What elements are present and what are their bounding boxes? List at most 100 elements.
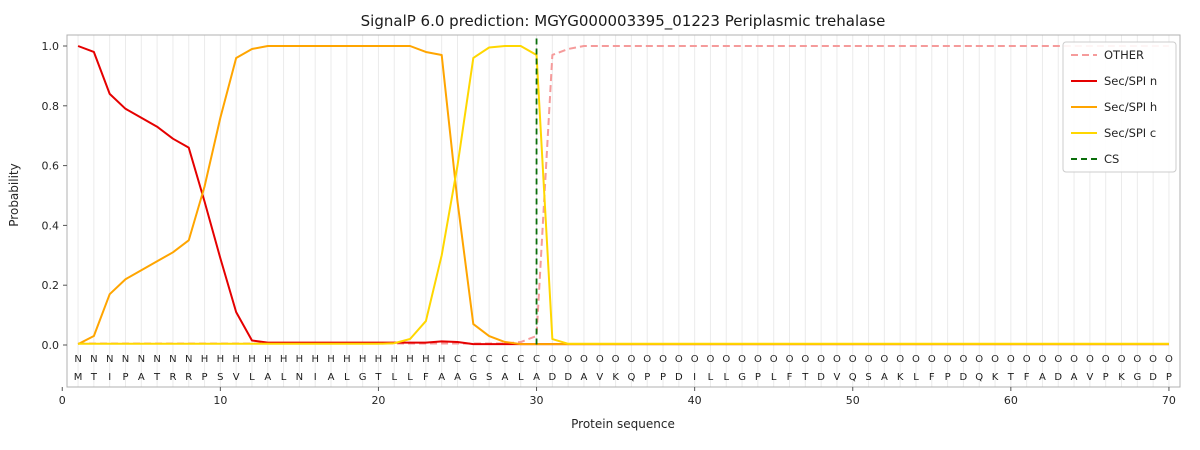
region-letter: O [580,354,588,365]
region-letter: C [454,354,461,365]
region-letter: C [470,354,477,365]
sequence-letter: L [249,372,255,383]
sequence-letter: V [1086,372,1093,383]
sequence-letter: P [1166,372,1172,383]
sequence-letter: L [281,372,287,383]
sequence-letter: S [865,372,871,383]
sequence-letter: V [596,372,603,383]
region-letter: H [217,354,225,365]
sequence-letter: D [564,372,572,383]
x-tick-label: 10 [213,394,227,407]
sequence-letter: S [217,372,223,383]
sequence-letter: Q [627,372,635,383]
sequence-letter: A [264,372,271,383]
sequence-letter: A [328,372,335,383]
sequence-letter: D [817,372,825,383]
region-letter: O [1149,354,1157,365]
sequence-letter: P [202,372,208,383]
legend-label-sec-spi-h: Sec/SPI h [1104,100,1157,114]
grid-layer [66,34,1181,388]
region-letter: C [486,354,493,365]
sequence-letter: T [1007,372,1015,383]
region-letter: O [1054,354,1062,365]
sequence-letter: V [233,372,240,383]
sequence-letter: K [612,372,619,383]
region-letter: O [707,354,715,365]
region-letter: O [1070,354,1078,365]
region-letter: O [1102,354,1110,365]
x-tick-label: 0 [59,394,66,407]
sequence-letter: L [391,372,397,383]
sequence-letter: K [1118,372,1125,383]
region-letter: H [264,354,272,365]
y-tick-label: 0.6 [42,160,60,173]
region-letter: O [722,354,730,365]
sequence-letter: L [344,372,350,383]
sequence-letter: L [708,372,714,383]
region-letter: O [959,354,967,365]
series-layer [77,38,1169,346]
sequence-letter: L [913,372,919,383]
sequence-letter: T [374,372,382,383]
sequence-letter: K [897,372,904,383]
region-letter: O [817,354,825,365]
region-letter: O [612,354,620,365]
region-letter: O [944,354,952,365]
region-letter: O [675,354,683,365]
sequence-letter: R [169,372,176,383]
sequence-letter: A [1039,372,1046,383]
sequence-letter: I [314,372,317,383]
region-letter: H [280,354,288,365]
x-axis-label: Protein sequence [571,417,675,431]
sequence-letter: L [518,372,524,383]
legend-label-cs: CS [1104,152,1119,166]
region-letter: N [153,354,160,365]
region-letter: N [106,354,113,365]
sequence-letter: Q [975,372,983,383]
sequence-letter: K [992,372,999,383]
region-letter: O [1118,354,1126,365]
region-letter: O [896,354,904,365]
sequence-letter: A [1071,372,1078,383]
sequence-letter: P [755,372,761,383]
region-letter: H [248,354,256,365]
legend-label-sec-spi-n: Sec/SPI n [1104,74,1157,88]
sequence-letter: G [359,372,367,383]
legend-label-other: OTHER [1104,48,1144,62]
sequence-letter: D [1149,372,1157,383]
sequence-letter: D [1054,372,1062,383]
region-letter: O [627,354,635,365]
region-letter: O [754,354,762,365]
series-line-sec-spi-c [78,45,1169,345]
y-tick-label: 1.0 [42,40,60,53]
legend-label-sec-spi-c: Sec/SPI c [1104,126,1156,140]
sequence-letter: V [834,372,841,383]
sequence-letter: D [549,372,557,383]
region-letter: O [564,354,572,365]
region-letter: O [786,354,794,365]
region-letter: H [406,354,414,365]
sequence-letter: P [644,372,650,383]
region-letter: O [1086,354,1094,365]
region-letter: O [548,354,556,365]
region-letter: O [912,354,920,365]
sequence-letter: F [787,372,793,383]
sequence-letter: R [185,372,192,383]
sequence-letter: A [533,372,540,383]
sequence-letter: A [502,372,509,383]
sequence-letter: G [1133,372,1141,383]
sequence-letter: T [90,372,98,383]
y-tick-label: 0.2 [42,279,60,292]
sequence-letter: N [296,372,303,383]
region-letter: O [1007,354,1015,365]
sequence-letter: A [581,372,588,383]
legend-box [1062,41,1177,173]
region-letter: O [928,354,936,365]
sequence-letter: P [660,372,666,383]
region-letter: O [833,354,841,365]
region-letter: O [596,354,604,365]
sequence-letter: A [454,372,461,383]
region-letter: O [975,354,983,365]
